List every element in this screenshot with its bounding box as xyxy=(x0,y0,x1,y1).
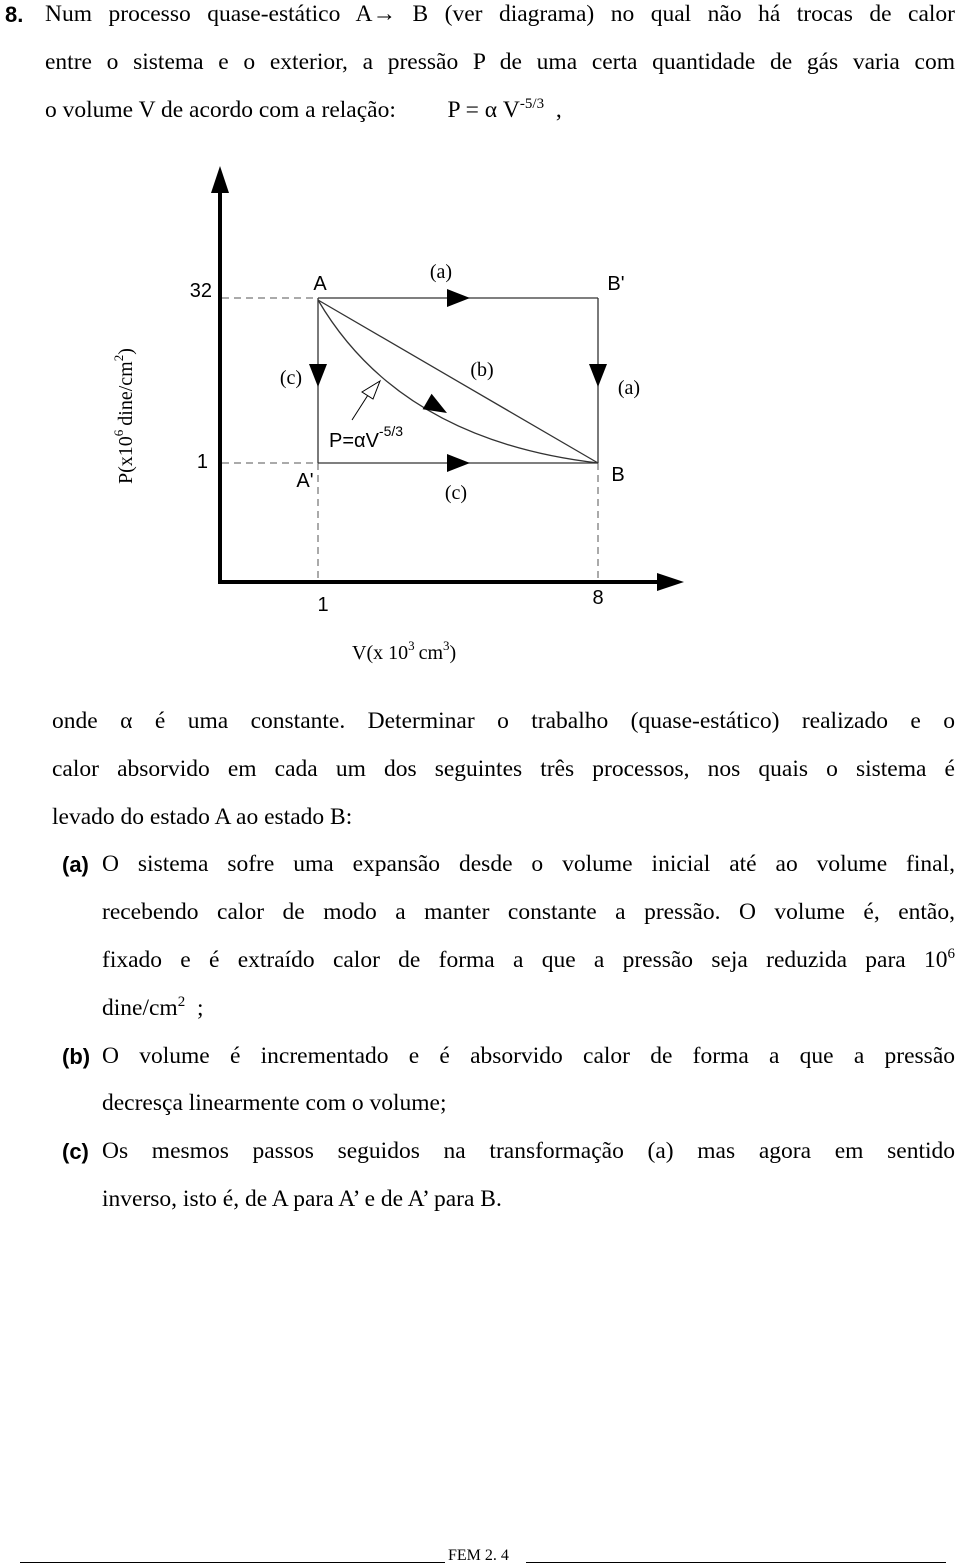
arrow xyxy=(422,393,447,413)
item-label: (c) xyxy=(62,1139,89,1165)
text-line: inverso, isto é, de A para A’ e de A’ pa… xyxy=(102,1176,955,1224)
y-tick-label: 1 xyxy=(197,451,208,473)
superscript: 6 xyxy=(947,945,956,962)
text: entre o sistema e o exterior, a pressão … xyxy=(45,48,955,75)
text: dine/cm xyxy=(102,994,178,1021)
text: levado do estado A ao estado B: xyxy=(52,803,353,830)
item-text: O sistema sofre uma expansão desde o vol… xyxy=(102,841,955,1032)
y-label-exp: 6 xyxy=(111,429,126,436)
text-line: fixado e é extraído calor de forma a que… xyxy=(102,937,955,985)
arrow xyxy=(447,289,470,307)
intro: Num processo quase-estático A→ B (ver di… xyxy=(45,0,955,134)
y-axis-label: P(x106 dine/cm2) xyxy=(111,348,137,484)
path-b xyxy=(317,299,599,464)
y-tick-label: 32 xyxy=(190,280,212,302)
y-axis-arrow xyxy=(211,166,229,193)
item: (a) O sistema sofre uma expansão desde o … xyxy=(62,841,955,1032)
pointer-head xyxy=(361,379,382,400)
path-label: (a) xyxy=(618,377,640,399)
text: Num processo quase-estático A→ B (ver di… xyxy=(45,1,955,27)
x-axis-label: V(x 103 cm3) xyxy=(352,638,456,664)
arrows xyxy=(309,289,607,472)
item-label: (b) xyxy=(62,1043,91,1069)
x-axis-arrow xyxy=(657,573,684,591)
curve-label-exp: -5/3 xyxy=(379,423,403,439)
y-label-unit: dine/cm xyxy=(115,361,137,426)
x-label-unit: cm xyxy=(419,642,444,664)
item-text: Os mesmos passos seguidos na transformaç… xyxy=(102,1128,955,1224)
text: calor absorvido em cada um dos seguintes… xyxy=(52,755,955,782)
item-text: O volume é incrementado e é absorvido ca… xyxy=(102,1033,955,1129)
x-tick-label: 1 xyxy=(317,594,328,616)
guides xyxy=(222,297,599,580)
text: P = α V xyxy=(447,96,520,123)
superscript: -5/3 xyxy=(519,95,545,112)
text: inverso, isto é, de A para A’ e de A’ pa… xyxy=(102,1185,502,1212)
text: O volume é incrementado e é absorvido ca… xyxy=(102,1042,955,1069)
y-label-unit-exp: 2 xyxy=(111,355,126,362)
text: , xyxy=(555,96,562,123)
path-label: (b) xyxy=(470,359,493,381)
x-label-unit-exp: 3 xyxy=(443,638,450,653)
point-label: A xyxy=(313,273,327,295)
item: (c) Os mesmos passos seguidos na transfor… xyxy=(62,1128,955,1224)
y-label-text: P(x10 xyxy=(115,436,137,484)
diagram: 32 1 1 8 A B' A' B (a) (c) (b) (a) (c) P… xyxy=(111,166,684,664)
text-line: Num processo quase-estático A→ B (ver di… xyxy=(45,0,955,39)
text-line: O volume é incrementado e é absorvido ca… xyxy=(102,1033,955,1081)
item: (b) O volume é incrementado e é absorvido… xyxy=(62,1033,955,1129)
arrow xyxy=(589,364,607,387)
superscript: 2 xyxy=(177,993,186,1010)
pointer-shaft xyxy=(351,394,369,421)
body: onde α é uma constante. Determinar o tra… xyxy=(52,698,955,1224)
text-line: calor absorvido em cada um dos seguintes… xyxy=(52,746,955,794)
paragraph: onde α é uma constante. Determinar o tra… xyxy=(52,698,955,841)
path-label: (c) xyxy=(280,367,302,389)
footer-rule xyxy=(20,1562,445,1563)
x-label-exp: 3 xyxy=(408,638,415,653)
point-label: B' xyxy=(607,273,624,295)
y-label-close: ) xyxy=(115,348,137,355)
curve-label-text: P=αV xyxy=(329,430,380,452)
path-label: (a) xyxy=(430,261,452,283)
text: o volume V de acordo com a relação: xyxy=(45,96,396,123)
text-line: O sistema sofre uma expansão desde o vol… xyxy=(102,841,955,889)
item-label: (a) xyxy=(62,852,89,878)
problem-number: 8. xyxy=(5,2,24,27)
x-label-text: V(x 10 xyxy=(352,642,408,664)
adiabat xyxy=(317,299,599,464)
arrow xyxy=(309,364,327,387)
text: recebendo calor de modo a manter constan… xyxy=(102,899,955,926)
text-line: decresça linearmente com o volume; xyxy=(102,1080,955,1128)
text: O sistema sofre uma expansão desde o vol… xyxy=(102,851,955,878)
text-line: onde α é uma constante. Determinar o tra… xyxy=(52,698,955,746)
text: decresça linearmente com o volume; xyxy=(102,1090,447,1117)
text-line: entre o sistema e o exterior, a pressão … xyxy=(45,39,955,87)
text-line: Os mesmos passos seguidos na transformaç… xyxy=(102,1128,955,1176)
path-label: (c) xyxy=(445,482,467,504)
text-line: levado do estado A ao estado B: xyxy=(52,794,955,842)
text: Os mesmos passos seguidos na transformaç… xyxy=(102,1138,955,1165)
text-line: o volume V de acordo com a relação: P = α… xyxy=(45,87,955,135)
point-label: A' xyxy=(296,470,313,492)
text-line: dine/cm2; xyxy=(102,985,955,1033)
curve-label: P=αV-5/3 xyxy=(329,423,403,452)
text: fixado e é extraído calor de forma a que… xyxy=(102,946,948,973)
x-tick-label: 8 xyxy=(592,587,603,609)
text: onde α é uma constante. Determinar o tra… xyxy=(52,708,955,734)
point-label: B xyxy=(611,464,624,486)
text-line: recebendo calor de modo a manter constan… xyxy=(102,889,955,937)
pointer xyxy=(351,379,382,421)
text: ; xyxy=(196,994,204,1021)
footer: FEM 2. 4 xyxy=(448,1547,509,1564)
x-label-close: ) xyxy=(450,642,457,664)
footer-rule xyxy=(526,1562,946,1563)
arrow xyxy=(447,454,470,472)
